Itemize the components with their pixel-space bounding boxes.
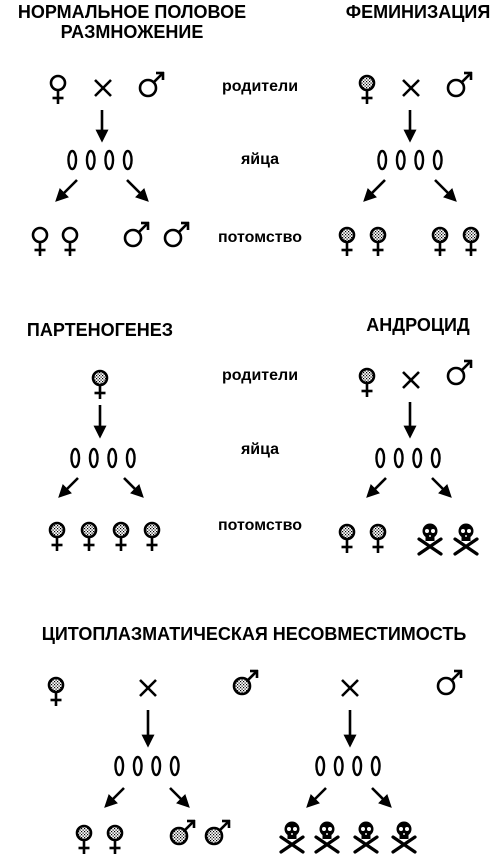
egg-icon <box>414 149 425 171</box>
androcide-right-arrow <box>431 477 452 498</box>
female-infected-icon <box>338 523 356 553</box>
male-icon <box>446 359 473 386</box>
egg-icon <box>114 755 125 777</box>
male-icon <box>138 71 165 98</box>
eggs-row <box>67 149 133 171</box>
feminization-left-arrow <box>363 179 386 202</box>
egg-icon <box>393 447 404 469</box>
egg-icon <box>377 149 388 171</box>
female-infected-icon <box>91 369 109 399</box>
label-offspring: потомство <box>218 229 302 246</box>
cross-icon <box>139 679 157 697</box>
egg-icon <box>125 447 136 469</box>
male-infected-icon <box>169 819 196 846</box>
symbols-layer <box>31 71 480 854</box>
egg-icon <box>107 447 118 469</box>
label-eggs-2: яйца <box>240 441 279 458</box>
egg-icon <box>169 755 180 777</box>
egg-icon <box>85 149 96 171</box>
egg-icon <box>395 149 406 171</box>
skull-crossbones-icon <box>353 821 379 854</box>
female-icon <box>61 226 79 256</box>
egg-icon <box>412 447 423 469</box>
female-infected-icon <box>369 523 387 553</box>
heading-androcide: АНДРОЦИД <box>366 315 470 335</box>
skull-crossbones-icon <box>453 523 479 556</box>
female-infected-icon <box>47 676 65 706</box>
heading-cytoplasmic-incompatibility: ЦИТОПЛАЗМАТИЧЕСКАЯ НЕСОВМЕСТИМОСТЬ <box>42 624 467 644</box>
egg-icon <box>375 447 386 469</box>
egg-icon <box>370 755 381 777</box>
female-infected-icon <box>431 226 449 256</box>
egg-icon <box>88 447 99 469</box>
heading-normal-line1: НОРМАЛЬНОЕ ПОЛОВОЕ <box>18 2 246 22</box>
cross-icon <box>94 79 112 97</box>
male-icon <box>436 669 463 696</box>
skull-crossbones-icon <box>314 821 340 854</box>
eggs-row <box>377 149 443 171</box>
female-icon <box>49 74 67 104</box>
egg-icon <box>70 447 81 469</box>
normal-right-arrow <box>126 179 149 202</box>
female-infected-icon <box>338 226 356 256</box>
label-eggs: яйца <box>240 151 279 168</box>
female-infected-icon <box>358 74 376 104</box>
skull-crossbones-icon <box>279 821 305 854</box>
egg-icon <box>151 755 162 777</box>
egg-icon <box>132 755 143 777</box>
eggs-row <box>315 755 381 777</box>
normal-left-arrow <box>55 179 78 202</box>
parthenogenesis-right-arrow <box>123 477 144 498</box>
female-infected-icon <box>106 824 124 854</box>
female-infected-icon <box>75 824 93 854</box>
egg-icon <box>352 755 363 777</box>
ci-1-right-arrow <box>169 787 190 808</box>
egg-icon <box>104 149 115 171</box>
label-parents-2: родители <box>222 367 298 384</box>
male-icon <box>446 71 473 98</box>
egg-icon <box>430 447 441 469</box>
skull-crossbones-icon <box>417 523 443 556</box>
egg-icon <box>333 755 344 777</box>
ci-2-right-arrow <box>371 787 392 808</box>
eggs-row <box>375 447 441 469</box>
cross-icon <box>402 371 420 389</box>
parthenogenesis-left-arrow <box>58 477 79 498</box>
male-icon <box>163 221 190 248</box>
egg-icon <box>315 755 326 777</box>
heading-feminization: ФЕМИНИЗАЦИЯ <box>346 2 491 22</box>
female-infected-icon <box>358 367 376 397</box>
heading-normal-line2: РАЗМНОЖЕНИЕ <box>61 22 204 42</box>
skull-crossbones-icon <box>391 821 417 854</box>
female-infected-icon <box>80 521 98 551</box>
label-offspring-2: потомство <box>218 517 302 534</box>
female-infected-icon <box>462 226 480 256</box>
female-infected-icon <box>369 226 387 256</box>
egg-icon <box>122 149 133 171</box>
eggs-row <box>114 755 180 777</box>
label-parents: родители <box>222 78 298 95</box>
male-infected-icon <box>232 669 259 696</box>
feminization-right-arrow <box>434 179 457 202</box>
androcide-left-arrow <box>366 477 387 498</box>
female-icon <box>31 226 49 256</box>
egg-icon <box>67 149 78 171</box>
female-infected-icon <box>112 521 130 551</box>
ci-2-left-arrow <box>306 787 327 808</box>
cross-icon <box>341 679 359 697</box>
female-infected-icon <box>48 521 66 551</box>
heading-parthenogenesis: ПАРТЕНОГЕНЕЗ <box>27 320 173 340</box>
ci-1-left-arrow <box>104 787 125 808</box>
male-infected-icon <box>204 819 231 846</box>
cross-icon <box>402 79 420 97</box>
male-icon <box>123 221 150 248</box>
female-infected-icon <box>143 521 161 551</box>
egg-icon <box>432 149 443 171</box>
eggs-row <box>70 447 136 469</box>
